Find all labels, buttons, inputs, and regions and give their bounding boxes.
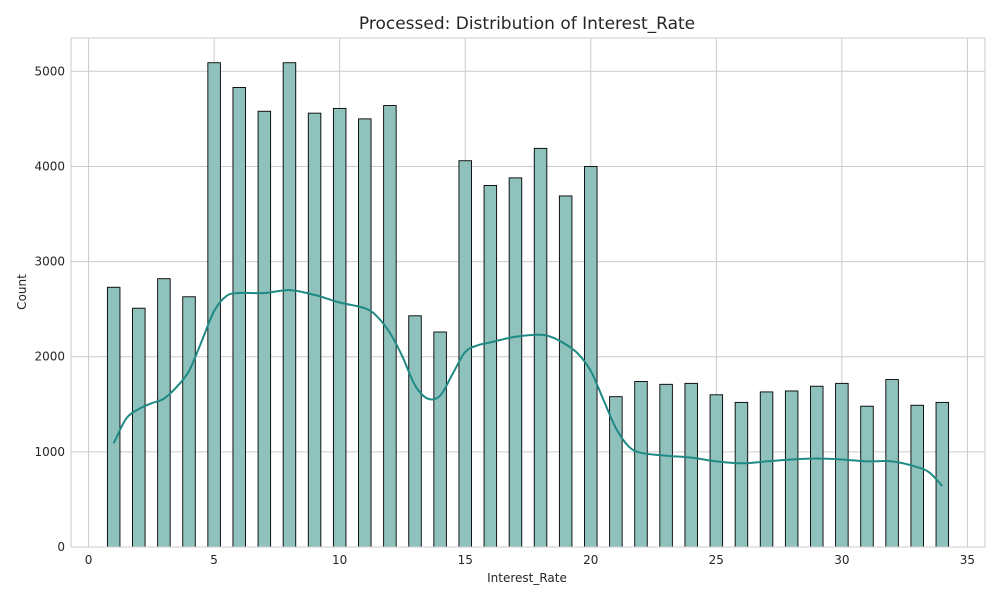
x-tick-label: 30 [834, 553, 849, 567]
histogram-bar [257, 110, 272, 548]
histogram-bar [332, 107, 347, 548]
histogram-bar [483, 185, 498, 548]
plot-frame [70, 37, 986, 548]
x-axis-title: Interest_Rate [487, 571, 567, 585]
histogram-bar [157, 278, 171, 548]
y-tick-label: 1000 [34, 445, 65, 459]
histogram-bar [910, 404, 924, 548]
histogram-bar [307, 112, 322, 548]
tick-layer: 0 5 10 15 20 25 30 35 0 1000 2000 3000 4000 5000 [34, 64, 975, 567]
x-tick-label: 20 [583, 553, 598, 567]
grid-layer [71, 38, 985, 548]
x-tick-label: 0 [85, 553, 93, 567]
bar-layer [106, 62, 950, 548]
y-tick-label: 2000 [34, 350, 65, 364]
histogram-bar [659, 383, 673, 548]
x-tick-label: 10 [332, 553, 347, 567]
y-tick-label: 4000 [34, 159, 65, 173]
histogram-bar [106, 286, 121, 548]
histogram-bar [408, 315, 422, 548]
y-axis-title: Count [15, 274, 29, 310]
chart-title: Processed: Distribution of Interest_Rate [359, 14, 695, 34]
histogram-bar [232, 87, 246, 548]
histogram-bar [558, 195, 573, 548]
histogram-bar [709, 394, 724, 548]
x-tick-label: 25 [709, 553, 724, 567]
y-tick-label: 0 [57, 540, 65, 554]
histogram-bar [759, 391, 774, 548]
y-tick-label: 3000 [34, 255, 65, 269]
histogram-bar [885, 379, 899, 548]
histogram-bar [935, 401, 950, 548]
histogram-bar [508, 177, 523, 548]
histogram-bar [458, 160, 472, 548]
histogram-bar [132, 307, 146, 548]
histogram-bar [784, 390, 799, 548]
histogram-bar [358, 118, 372, 548]
x-tick-label: 15 [458, 553, 473, 567]
kde-line [112, 289, 944, 487]
histogram-bar [533, 147, 548, 548]
y-tick-label: 5000 [34, 64, 65, 78]
histogram-bar [584, 165, 598, 548]
histogram-bar [634, 381, 648, 548]
x-tick-label: 35 [960, 553, 975, 567]
histogram-bar [860, 405, 874, 548]
histogram-bar [734, 401, 749, 548]
histogram-bar [282, 62, 297, 548]
histogram-bar [684, 382, 698, 548]
kde-layer [112, 289, 944, 487]
histogram-bar [810, 385, 824, 548]
x-tick-label: 5 [210, 553, 218, 567]
histogram-bar [182, 296, 196, 548]
histogram-bar [433, 331, 447, 548]
histogram-bar [835, 382, 849, 548]
